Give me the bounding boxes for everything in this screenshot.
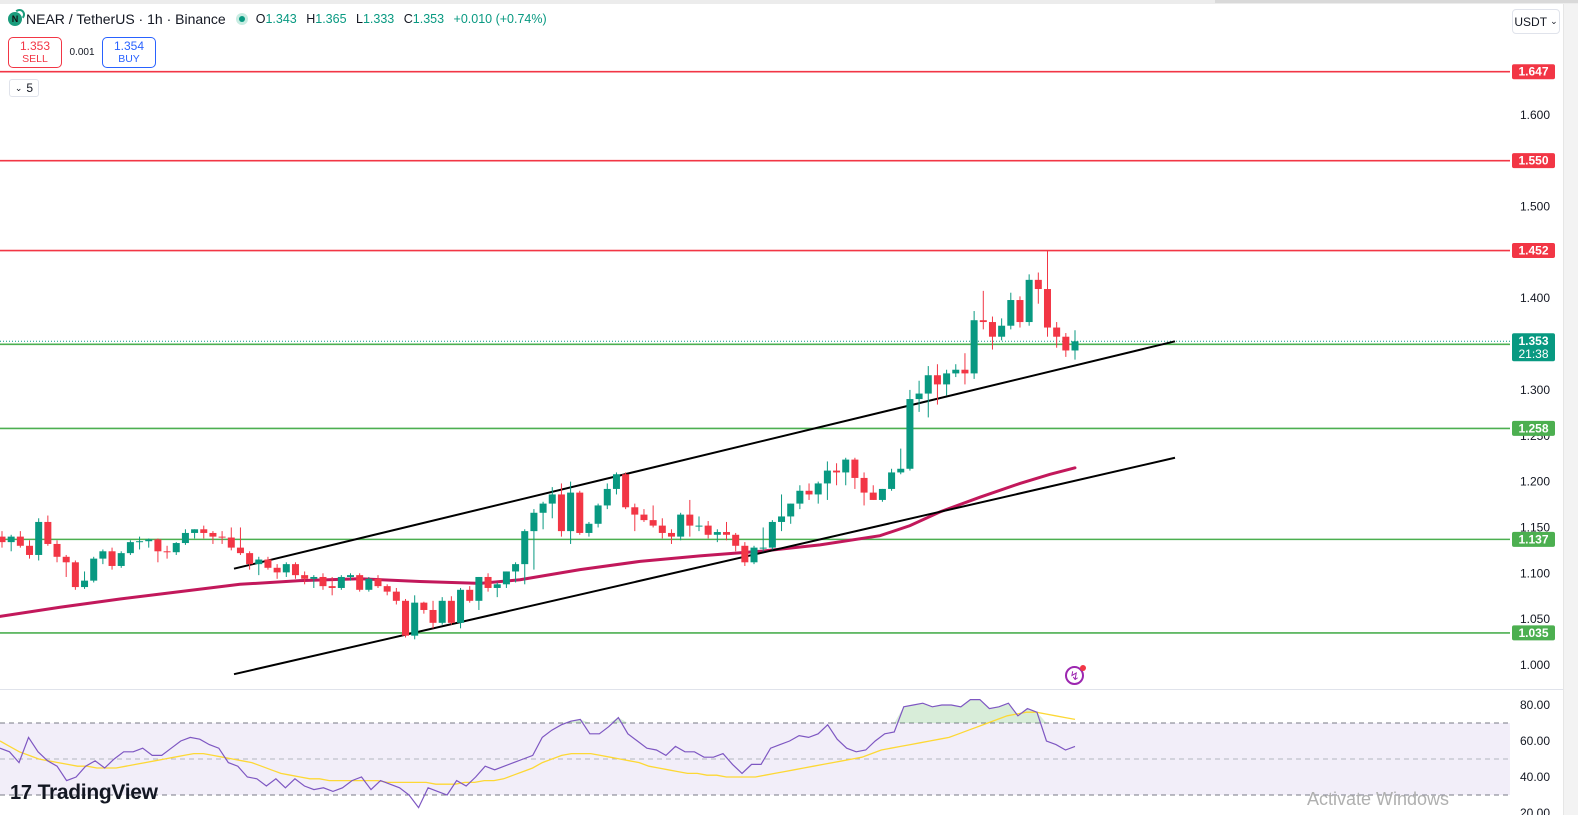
svg-text:1.137: 1.137 xyxy=(1518,532,1548,546)
buy-price: 1.354 xyxy=(113,38,145,53)
near-coin-icon: N xyxy=(8,9,25,26)
svg-text:1.353: 1.353 xyxy=(1518,334,1548,348)
svg-text:21:38: 21:38 xyxy=(1518,347,1548,361)
horizontal-levels xyxy=(0,70,1510,634)
market-open-icon xyxy=(235,13,248,25)
window-top-edge xyxy=(0,0,1578,4)
tradingview-logo[interactable]: 17 TradingView xyxy=(10,781,158,804)
svg-text:1.050: 1.050 xyxy=(1520,612,1550,626)
svg-text:1.035: 1.035 xyxy=(1518,626,1548,640)
price-axis[interactable]: 1.6001.5001.4001.3001.2501.2001.1501.100… xyxy=(1512,64,1555,815)
ohlc-values: O1.343 H1.365 L1.333 C1.353 +0.010 (+0.7… xyxy=(255,12,547,26)
sell-price: 1.353 xyxy=(19,38,51,53)
buy-label: BUY xyxy=(118,52,140,65)
window-top-edge-overlay xyxy=(1215,0,1578,3)
pane-separator[interactable] xyxy=(0,689,1563,690)
low-value: 1.333 xyxy=(362,12,395,26)
rsi-pane xyxy=(0,698,1510,809)
trendlines[interactable] xyxy=(233,340,1176,676)
svg-text:1.200: 1.200 xyxy=(1520,475,1550,489)
sell-label: SELL xyxy=(22,52,48,65)
candlesticks xyxy=(0,250,1079,640)
trade-panel: 1.353 SELL 0.001 1.354 BUY xyxy=(8,37,156,68)
svg-text:40.00: 40.00 xyxy=(1520,770,1550,784)
moving-average-line xyxy=(0,466,1077,618)
indicators-collapse-button[interactable]: ⌄ 5 xyxy=(9,79,39,97)
chevron-down-icon: ⌄ xyxy=(1550,16,1558,26)
svg-text:1.400: 1.400 xyxy=(1520,291,1550,305)
svg-text:60.00: 60.00 xyxy=(1520,734,1550,748)
svg-text:1.300: 1.300 xyxy=(1520,383,1550,397)
currency-selector[interactable]: USDT ⌄ xyxy=(1512,9,1560,34)
svg-text:1.100: 1.100 xyxy=(1520,566,1550,580)
lower-channel-trendline xyxy=(233,456,1176,676)
spread-value: 0.001 xyxy=(69,47,95,58)
svg-text:1.550: 1.550 xyxy=(1518,154,1548,168)
svg-text:1.258: 1.258 xyxy=(1518,421,1548,435)
activate-windows-watermark: Activate Windows xyxy=(1307,789,1450,809)
lightning-icon[interactable]: ↯ xyxy=(1065,665,1086,685)
symbol-legend: N NEAR / TetherUS · 1h · Binance O1.343 … xyxy=(8,9,553,27)
svg-text:1.600: 1.600 xyxy=(1520,108,1550,122)
right-scrollbar[interactable] xyxy=(1563,4,1578,815)
svg-text:1.452: 1.452 xyxy=(1518,244,1548,258)
svg-text:1.000: 1.000 xyxy=(1520,658,1550,672)
high-value: 1.365 xyxy=(315,12,347,26)
sell-button[interactable]: 1.353 SELL xyxy=(8,37,62,68)
close-value: 1.353 xyxy=(412,12,445,26)
svg-text:1.647: 1.647 xyxy=(1518,65,1548,79)
buy-button[interactable]: 1.354 BUY xyxy=(102,37,156,68)
svg-text:80.00: 80.00 xyxy=(1520,698,1550,712)
open-value: 1.343 xyxy=(265,12,297,26)
tradingview-mark-icon: 17 xyxy=(10,781,32,804)
chevron-down-icon: ⌄ xyxy=(14,82,23,93)
change-value: +0.010 (+0.74%) xyxy=(453,12,547,26)
svg-text:1.150: 1.150 xyxy=(1520,520,1550,534)
upper-channel-trendline xyxy=(233,340,1176,570)
svg-text:1.500: 1.500 xyxy=(1520,200,1550,214)
svg-text:20.00: 20.00 xyxy=(1520,806,1550,815)
symbol-title[interactable]: NEAR / TetherUS · 1h · Binance xyxy=(26,11,226,27)
